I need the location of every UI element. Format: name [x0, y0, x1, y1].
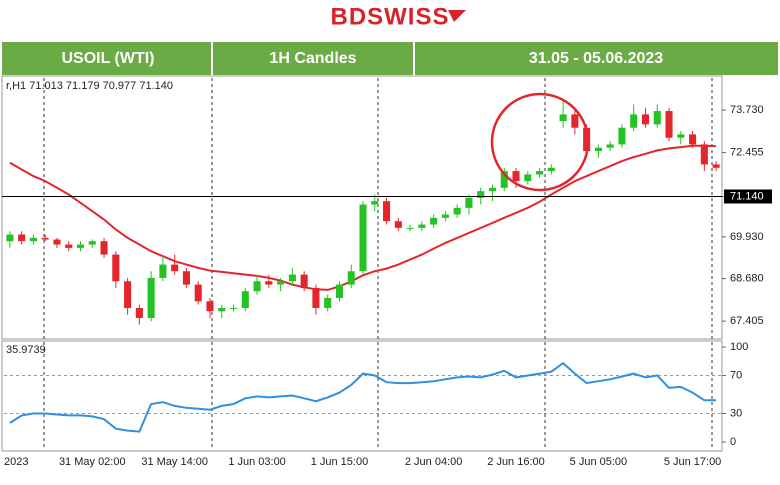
y-tick-label: 73.730: [730, 104, 764, 116]
candle-body: [700, 144, 708, 165]
x-tick-label: 31 May 14:00: [141, 456, 208, 468]
candle-body: [100, 241, 108, 255]
candle-body: [677, 134, 685, 138]
candle-body: [430, 217, 438, 225]
plot: 73.730 72.455 71.140 69.930 68.680 67.405 2023…: [2, 101, 772, 468]
candle-body: [583, 127, 591, 152]
x-tick-label: 2023: [4, 456, 28, 468]
candle-body: [147, 277, 155, 318]
rsi-panel: [1, 340, 723, 452]
candle-body: [371, 201, 379, 205]
candle-body: [630, 114, 638, 128]
candle-body: [324, 297, 332, 308]
x-tick-label: 2 Jun 16:00: [487, 456, 545, 468]
candle-body: [182, 271, 190, 285]
candle-body: [712, 164, 720, 168]
candle-body: [41, 237, 49, 240]
candle-body: [641, 114, 650, 125]
y-tick-label: 30: [730, 407, 742, 419]
candle-body: [300, 274, 308, 288]
y-tick-label: 68.680: [730, 272, 764, 284]
symbol: USOIL (WTI): [61, 50, 154, 67]
candle-body: [65, 244, 73, 248]
x-tick-label: 31 May 02:00: [59, 456, 126, 468]
candle-body: [394, 221, 402, 228]
price-tag: [724, 189, 772, 204]
line-series: [9, 361, 717, 433]
day-separators: [43, 78, 713, 450]
candle-body: [441, 214, 449, 218]
info-line: r,H1 71.013 71.179 70.977 71.140: [6, 80, 173, 92]
candle-body: [265, 281, 273, 285]
candle-body: [488, 187, 497, 192]
candle-body: [383, 201, 391, 222]
line-series: [9, 144, 717, 291]
candle-body: [29, 237, 37, 242]
candle-body: [88, 241, 96, 245]
candle-body: [124, 281, 132, 308]
candle-body: [53, 239, 61, 245]
main-panel: [1, 75, 723, 340]
y-tick-label: 70: [730, 369, 742, 381]
candle-body: [536, 171, 544, 175]
x-tick-label: 1 Jun 15:00: [311, 456, 369, 468]
candle-body: [406, 227, 414, 229]
price-tag-label: 71.140: [730, 190, 764, 202]
candle-body: [135, 307, 143, 318]
candle-body: [665, 111, 673, 138]
candle-body: [594, 147, 602, 152]
candle-body: [606, 144, 614, 148]
period: 31.05 - 05.06.2023: [529, 50, 663, 67]
candle-body: [194, 284, 202, 302]
candle-body: [618, 127, 626, 145]
candle-body: [229, 307, 238, 309]
candle-body: [359, 204, 367, 272]
timeframe: 1H Candles: [269, 50, 356, 67]
candle-body: [418, 224, 426, 228]
y-tick-label: 100: [730, 341, 748, 353]
candle-body: [465, 197, 473, 208]
candle-body: [76, 244, 85, 248]
candle-body: [218, 307, 226, 312]
candle-body: [571, 114, 579, 128]
x-tick-label: 5 Jun 05:00: [570, 456, 628, 468]
candle-body: [206, 301, 214, 312]
candle-body: [477, 191, 485, 198]
candle-body: [253, 281, 261, 292]
candle-body: [689, 134, 697, 145]
candle-body: [335, 284, 343, 298]
x-tick-label: 2 Jun 04:00: [405, 456, 463, 468]
y-tick-label: 69.930: [730, 231, 764, 243]
candle-body: [500, 171, 508, 188]
candle-body: [171, 264, 179, 272]
candle-body: [653, 111, 661, 125]
y-tick-label: 72.455: [730, 147, 764, 159]
logo-flag: [448, 10, 466, 22]
logo: BDSWISS: [330, 3, 449, 30]
candle-body: [347, 271, 355, 285]
header-bar: [2, 42, 778, 75]
candle-body: [288, 274, 296, 282]
candle-body: [559, 114, 567, 122]
rsi-value: 35.9739: [6, 344, 46, 356]
candle-body: [512, 171, 520, 182]
x-tick-label: 5 Jun 17:00: [664, 456, 722, 468]
candle-body: [159, 264, 167, 278]
candle-body: [547, 167, 555, 172]
x-tick-label: 1 Jun 03:00: [228, 456, 286, 468]
candle-body: [453, 207, 461, 215]
candle-body: [277, 281, 285, 285]
candle-body: [6, 234, 14, 242]
candle-body: [524, 174, 532, 182]
candle-body: [312, 287, 320, 308]
candle-body: [112, 254, 120, 282]
highlight-circle: [490, 92, 590, 192]
y-tick-label: 67.405: [730, 315, 764, 327]
candle-body: [241, 291, 249, 308]
candle-body: [18, 234, 26, 242]
y-tick-label: 0: [730, 436, 736, 448]
